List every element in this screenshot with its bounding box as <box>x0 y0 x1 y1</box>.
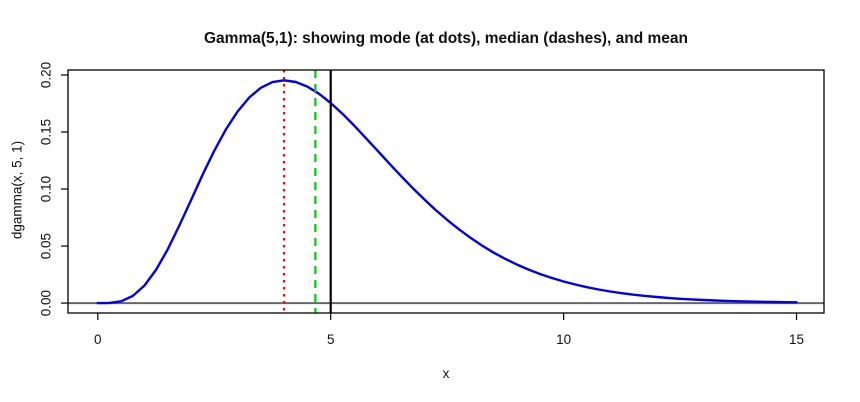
chart-title: Gamma(5,1): showing mode (at dots), medi… <box>204 30 688 47</box>
x-tick-label: 15 <box>789 332 804 347</box>
y-tick-label: 0.00 <box>39 290 54 316</box>
x-axis: 0 5 10 15 <box>94 313 804 347</box>
marker-lines-group <box>283 70 332 313</box>
x-tick-label: 10 <box>556 332 571 347</box>
y-tick-label: 0.10 <box>39 176 54 202</box>
x-axis-title: x <box>443 366 450 381</box>
x-tick-label: 0 <box>94 332 102 347</box>
y-tick-label: 0.15 <box>39 119 54 145</box>
y-axis: 0.00 0.05 0.10 0.15 0.20 <box>39 62 68 316</box>
density-curve <box>96 79 798 305</box>
density-curve-group <box>96 79 798 305</box>
plot-frame <box>67 69 825 314</box>
x-tick-label: 5 <box>327 332 335 347</box>
y-axis-title: dgamma(x, 5, 1) <box>10 141 25 239</box>
y-tick-label: 0.20 <box>39 62 54 88</box>
y-tick-label: 0.05 <box>39 233 54 259</box>
